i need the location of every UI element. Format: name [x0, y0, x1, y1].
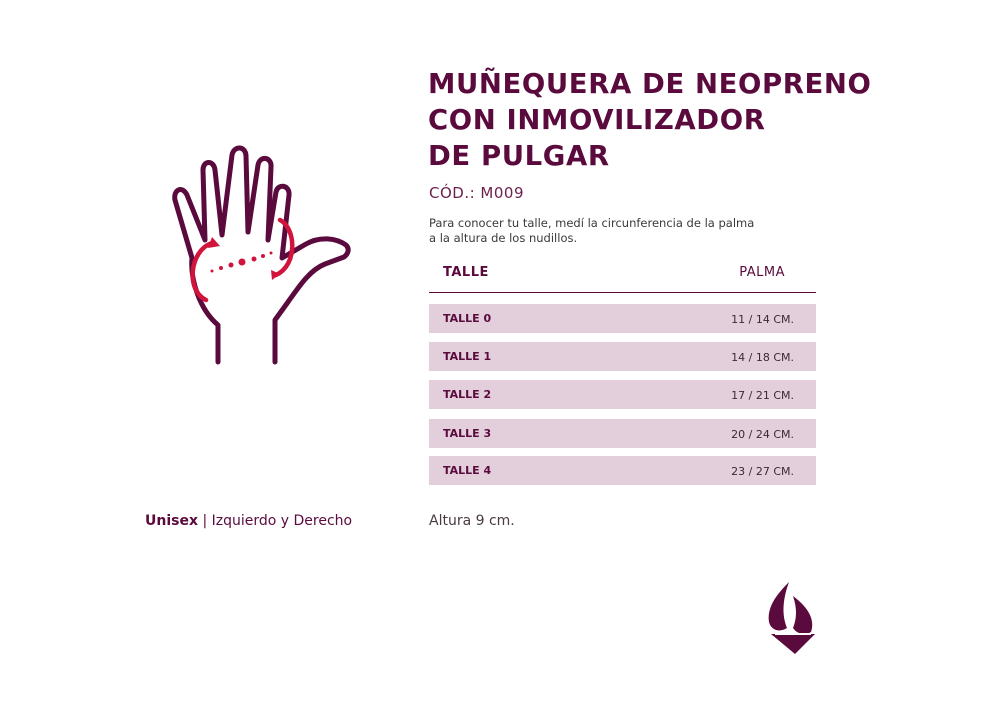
brand-logo-icon	[768, 582, 815, 654]
instructions-line-1: Para conocer tu talle, medí la circunfer…	[429, 216, 755, 230]
height-note: Altura 9 cm.	[429, 513, 515, 529]
size-row: TALLE 1 14 / 18 CM.	[429, 342, 816, 371]
palm-range: 20 / 24 CM.	[731, 428, 794, 441]
size-label: TALLE 1	[443, 350, 492, 363]
product-title: MUÑEQUERA DE NEOPRENO CON INMOVILIZADOR …	[428, 66, 888, 174]
sides-label: Izquierdo y Derecho	[211, 513, 353, 529]
size-row: TALLE 3 20 / 24 CM.	[429, 419, 816, 448]
palm-range: 11 / 14 CM.	[731, 313, 794, 326]
size-label: TALLE 2	[443, 388, 492, 401]
product-code: CÓD.: M009	[429, 184, 524, 202]
unisex-note: Unisex | Izquierdo y Derecho	[145, 513, 352, 529]
separator: |	[202, 513, 208, 529]
title-line-1: MUÑEQUERA DE NEOPRENO	[428, 68, 872, 100]
header-size: TALLE	[443, 265, 489, 280]
size-row: TALLE 4 23 / 27 CM.	[429, 456, 816, 485]
size-label: TALLE 4	[443, 464, 492, 477]
title-line-3: DE PULGAR	[428, 140, 610, 172]
size-label: TALLE 3	[443, 427, 492, 440]
size-row: TALLE 2 17 / 21 CM.	[429, 380, 816, 409]
palm-range: 14 / 18 CM.	[731, 351, 794, 364]
measure-instructions: Para conocer tu talle, medí la circunfer…	[429, 216, 829, 246]
size-table-header: TALLE PALMA	[429, 260, 816, 293]
hand-measure-icon	[172, 145, 351, 365]
title-line-2: CON INMOVILIZADOR	[428, 104, 766, 136]
palm-range: 23 / 27 CM.	[731, 465, 794, 478]
header-palm: PALMA	[739, 265, 785, 280]
instructions-line-2: a la altura de los nudillos.	[429, 231, 578, 245]
size-label: TALLE 0	[443, 312, 492, 325]
palm-range: 17 / 21 CM.	[731, 389, 794, 402]
unisex-label: Unisex	[145, 513, 198, 529]
size-row: TALLE 0 11 / 14 CM.	[429, 304, 816, 333]
